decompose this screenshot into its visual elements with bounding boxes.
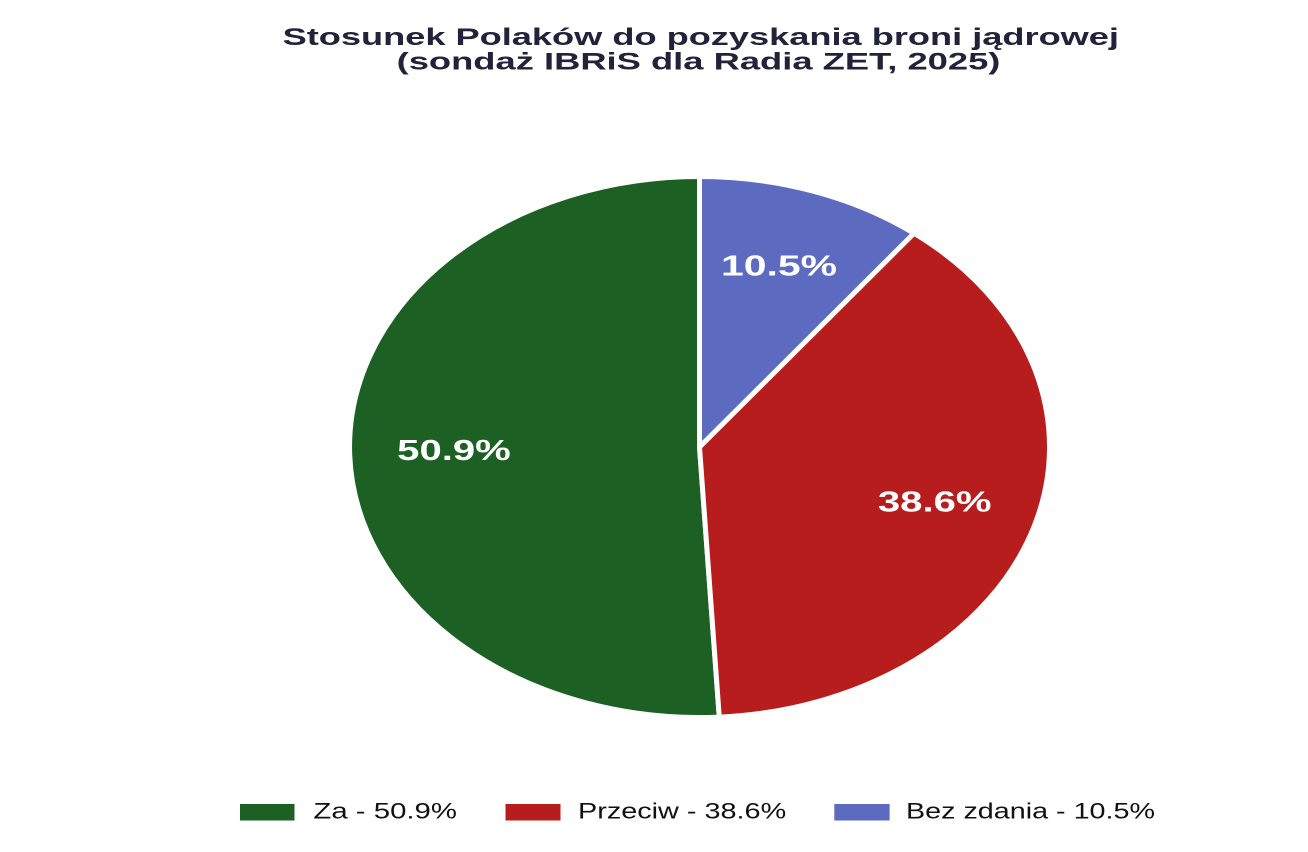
- svg-text:Stosunek Polaków do pozyskania: Stosunek Polaków do pozyskania broni jąd…: [283, 24, 1119, 51]
- svg-text:Za - 50.9%: Za - 50.9%: [313, 799, 457, 824]
- svg-text:Bez zdania - 10.5%: Bez zdania - 10.5%: [906, 799, 1155, 824]
- svg-text:Przeciw - 38.6%: Przeciw - 38.6%: [578, 799, 786, 824]
- svg-text:38.6%: 38.6%: [878, 486, 992, 518]
- svg-text:10.5%: 10.5%: [721, 250, 837, 282]
- svg-text:50.9%: 50.9%: [397, 435, 511, 467]
- svg-text:(sondaż IBRiS dla Radia ZET, 2: (sondaż IBRiS dla Radia ZET, 2025): [397, 48, 1001, 75]
